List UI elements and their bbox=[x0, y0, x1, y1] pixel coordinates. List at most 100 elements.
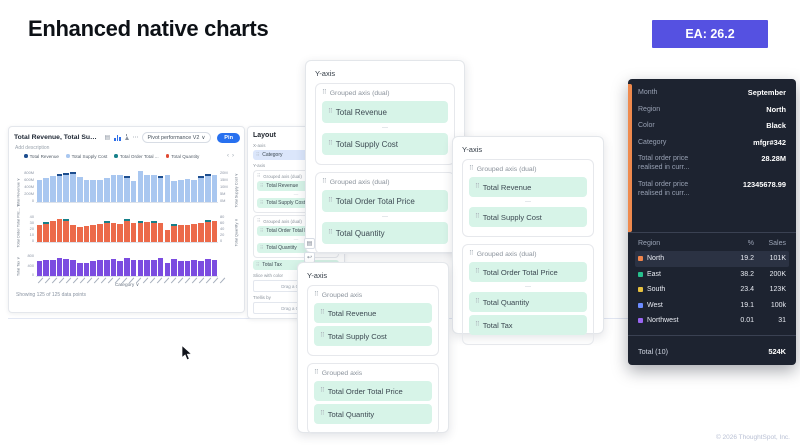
bar[interactable] bbox=[110, 223, 117, 242]
y-axis-label-right[interactable] bbox=[232, 246, 240, 277]
bar[interactable] bbox=[130, 260, 137, 276]
bar[interactable] bbox=[97, 180, 103, 202]
measure-chip[interactable]: ⠿ Total Supply Cost bbox=[469, 207, 587, 227]
bar[interactable] bbox=[144, 260, 150, 276]
more-options-icon[interactable]: ⋯ bbox=[132, 134, 139, 141]
bar[interactable] bbox=[117, 175, 123, 202]
bar[interactable] bbox=[124, 176, 130, 202]
bar[interactable] bbox=[144, 175, 150, 202]
bar[interactable] bbox=[171, 181, 177, 202]
pin-button[interactable]: Pin bbox=[217, 132, 240, 143]
bar[interactable] bbox=[83, 226, 90, 242]
drag-handle-icon[interactable]: ⠿ bbox=[469, 165, 474, 173]
bar[interactable] bbox=[157, 176, 164, 202]
measure-chip[interactable]: ⠿ Total Order Total Price bbox=[257, 226, 335, 236]
spotiq-icon[interactable] bbox=[124, 133, 129, 140]
bar[interactable] bbox=[198, 176, 204, 202]
bar[interactable] bbox=[63, 219, 70, 242]
bar[interactable] bbox=[56, 219, 63, 242]
bar[interactable] bbox=[177, 180, 184, 202]
bar[interactable] bbox=[56, 174, 63, 202]
drag-handle-icon[interactable]: ⠿ bbox=[314, 291, 319, 299]
legend-next-icon[interactable]: › bbox=[232, 153, 234, 159]
drag-handle-icon[interactable]: ⠿ bbox=[314, 369, 319, 377]
measure-chip[interactable]: ⠿ Total Revenue bbox=[322, 101, 448, 123]
table-view-icon[interactable]: ▤ bbox=[104, 134, 111, 141]
measure-chip[interactable]: ⠿ Total Order Total Price bbox=[469, 262, 587, 282]
bar[interactable] bbox=[43, 260, 49, 276]
legend-item[interactable]: Total Supply Cost bbox=[65, 154, 107, 159]
drag-handle-icon[interactable]: ⠿ bbox=[257, 218, 261, 224]
bar[interactable] bbox=[90, 225, 97, 242]
bar[interactable] bbox=[211, 175, 218, 202]
measure-chip[interactable]: ⠿ Total Quantity bbox=[257, 243, 335, 253]
bar[interactable] bbox=[130, 181, 137, 202]
bar[interactable] bbox=[157, 258, 164, 276]
bar[interactable] bbox=[124, 219, 130, 242]
measure-chip[interactable]: ⠿ Total Order Total Price bbox=[314, 381, 432, 401]
bar[interactable] bbox=[103, 178, 110, 202]
measure-chip[interactable]: ⠿ Total Quantity bbox=[314, 404, 432, 424]
bar[interactable] bbox=[97, 260, 103, 276]
drag-handle-icon[interactable]: ⠿ bbox=[257, 173, 261, 179]
measure-chip[interactable]: ⠿ Total Revenue bbox=[469, 177, 587, 197]
bar[interactable] bbox=[211, 221, 218, 242]
measure-chip[interactable]: ⠿ Total Quantity bbox=[322, 222, 448, 244]
bar[interactable] bbox=[83, 263, 90, 276]
bar[interactable] bbox=[56, 258, 63, 276]
measure-chip[interactable]: ⠿ Total Revenue bbox=[257, 181, 335, 191]
bar[interactable] bbox=[177, 225, 184, 242]
legend-item[interactable]: Total Revenue bbox=[24, 154, 59, 159]
y-axis-label-left[interactable]: Total Revenue ∨ bbox=[15, 178, 21, 207]
bar[interactable] bbox=[204, 259, 211, 276]
measure-chip[interactable]: ⠿ Total Quantity bbox=[469, 292, 587, 312]
bar[interactable] bbox=[124, 258, 130, 276]
bar[interactable] bbox=[198, 261, 204, 276]
bar[interactable] bbox=[184, 225, 191, 242]
y-axis-label-left[interactable]: Total Tax ∨ bbox=[15, 256, 21, 277]
bar[interactable] bbox=[63, 173, 70, 202]
bar[interactable] bbox=[50, 260, 56, 276]
bar[interactable] bbox=[36, 180, 43, 202]
bar[interactable] bbox=[191, 224, 198, 242]
bar[interactable] bbox=[76, 263, 83, 276]
legend-item[interactable]: Total Quantity bbox=[165, 154, 199, 159]
y-axis-label-right[interactable]: Total Quantity ∨ bbox=[233, 218, 239, 247]
bar[interactable] bbox=[151, 260, 157, 276]
bar[interactable] bbox=[43, 178, 49, 202]
bar[interactable] bbox=[36, 261, 43, 276]
bar[interactable] bbox=[97, 224, 103, 242]
bar[interactable] bbox=[103, 260, 110, 276]
answer-description[interactable]: Add description bbox=[15, 145, 50, 151]
drag-handle-icon[interactable]: ⠿ bbox=[322, 178, 327, 186]
bar[interactable] bbox=[76, 177, 83, 202]
bar[interactable] bbox=[171, 224, 177, 242]
measure-chip-total-tax[interactable]: ⠿ Total Tax bbox=[253, 260, 339, 270]
measure-chip[interactable]: ⠿ Total Tax bbox=[469, 315, 587, 335]
measure-chip[interactable]: ⠿ Total Supply Cost bbox=[314, 326, 432, 346]
bar[interactable] bbox=[90, 261, 97, 276]
bar[interactable] bbox=[76, 227, 83, 242]
bar[interactable] bbox=[50, 176, 56, 202]
bar[interactable] bbox=[151, 221, 157, 242]
x-axis-label[interactable]: Category ∨ bbox=[14, 283, 240, 288]
bar[interactable] bbox=[164, 263, 171, 276]
bar[interactable] bbox=[144, 222, 150, 242]
bar[interactable] bbox=[43, 222, 49, 242]
legend-item[interactable]: Total Order Total ... bbox=[114, 154, 159, 159]
bar[interactable] bbox=[191, 180, 198, 202]
bar[interactable] bbox=[70, 172, 76, 202]
bar[interactable] bbox=[117, 224, 123, 242]
bar[interactable] bbox=[177, 261, 184, 276]
bar[interactable] bbox=[191, 260, 198, 276]
bar[interactable] bbox=[157, 223, 164, 242]
y-axis-label-right[interactable]: Total Supply Cost ∨ bbox=[233, 173, 239, 208]
bar[interactable] bbox=[137, 260, 144, 276]
drag-handle-icon[interactable]: ⠿ bbox=[322, 89, 327, 97]
bar[interactable] bbox=[63, 259, 70, 276]
chart-view-icon[interactable] bbox=[114, 135, 121, 141]
panel-grid-button[interactable]: ▤ bbox=[304, 238, 315, 249]
y-axis-label-left[interactable]: Total Order Total Pric... ∨ bbox=[15, 204, 21, 248]
bar[interactable] bbox=[204, 174, 211, 202]
bar[interactable] bbox=[171, 259, 177, 276]
